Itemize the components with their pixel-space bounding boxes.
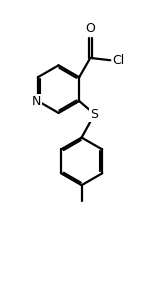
Text: S: S: [91, 108, 99, 121]
Text: O: O: [85, 22, 95, 35]
Text: N: N: [31, 95, 41, 107]
Text: Cl: Cl: [112, 54, 124, 67]
